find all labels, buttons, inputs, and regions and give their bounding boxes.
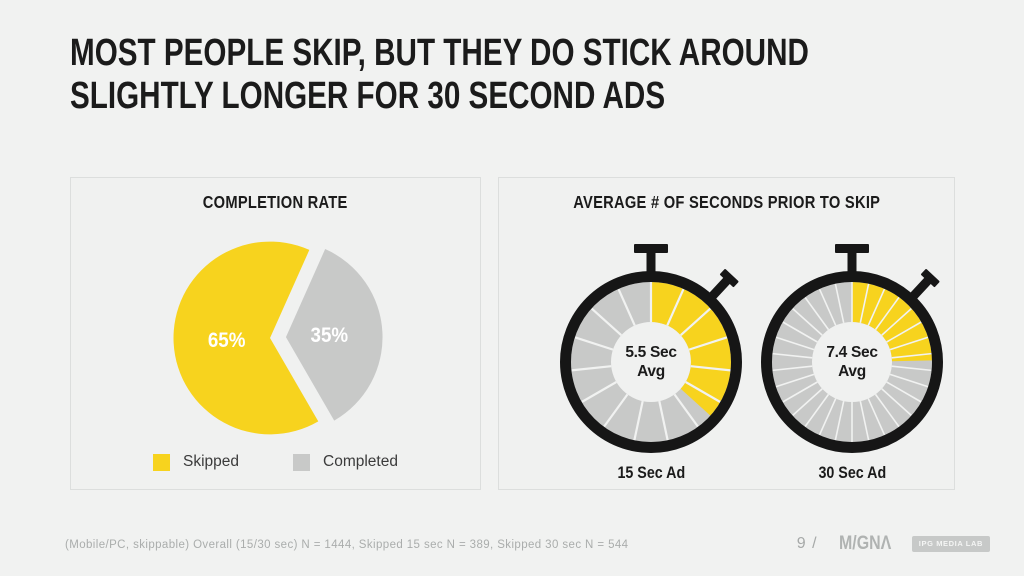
legend-item-completed: Completed — [293, 453, 398, 471]
title-line-1: MOST PEOPLE SKIP, BUT THEY DO STICK AROU… — [70, 32, 809, 74]
pie-data-label-completed: 35% — [311, 324, 349, 347]
seconds-prior-to-skip-panel: AVERAGE # OF SECONDS PRIOR TO SKIP 5.5 S… — [498, 177, 955, 490]
magna-logo: M/GNΛ — [838, 533, 891, 554]
pie-legend: Skipped Completed — [71, 453, 480, 471]
avg-seconds-label: 7.4 Sec — [826, 344, 878, 361]
segment-divider — [617, 288, 636, 326]
footnote: (Mobile/PC, skippable) Overall (15/30 se… — [65, 539, 629, 551]
segment-divider — [782, 381, 818, 403]
segment-divider — [574, 336, 614, 351]
pie-slice-completed — [285, 249, 383, 421]
segment-divider — [581, 381, 617, 403]
stopwatch-side-button — [908, 269, 940, 301]
segment-divider — [772, 365, 813, 372]
segment-divider — [772, 352, 813, 359]
ipg-media-lab-badge: IPG MEDIA LAB — [911, 536, 990, 552]
segment-divider — [834, 283, 845, 324]
segment-divider — [804, 296, 830, 331]
segment-divider — [688, 336, 728, 351]
segment-divider — [673, 393, 699, 428]
segment-divider — [590, 307, 623, 337]
segment-divider — [782, 321, 818, 343]
segment-divider — [889, 373, 929, 388]
segment-divider — [658, 400, 669, 441]
segment-divider — [874, 296, 900, 331]
segment-divider — [889, 336, 929, 351]
segment-divider — [804, 393, 830, 428]
segment-divider — [818, 288, 837, 326]
avg-seconds-label: 5.5 Sec — [625, 344, 677, 361]
completed-swatch — [293, 453, 311, 471]
segment-divider — [818, 398, 837, 436]
stopwatch-15sec-caption: 15 Sec Ad — [617, 463, 685, 482]
segment-divider — [690, 365, 731, 372]
segment-divider — [792, 307, 823, 336]
segment-divider — [891, 365, 932, 372]
segment-divider — [886, 381, 922, 403]
stopwatch-top-button-stem — [646, 251, 656, 277]
segment-divider — [881, 307, 912, 336]
legend-label-skipped: Skipped — [183, 453, 240, 470]
segment-divider — [867, 288, 886, 326]
title-line-2: SLIGHTLY LONGER FOR 30 SECOND ADS — [70, 75, 666, 117]
stopwatch-30sec-graphic: 7.4 Sec Avg — [761, 244, 943, 453]
stopwatch-top-button-cap — [634, 244, 668, 253]
stopwatch-ring — [560, 271, 742, 453]
completion-rate-panel: COMPLETION RATE 65% 35% Skipped Completed — [70, 177, 481, 490]
pie-slice-skipped — [173, 241, 319, 435]
segment-divider — [834, 400, 845, 441]
segment-divider — [859, 400, 870, 441]
slide-title: MOST PEOPLE SKIP, BUT THEY DO STICK AROU… — [70, 32, 1017, 118]
completion-rate-panel-title: COMPLETION RATE — [203, 192, 348, 212]
stopwatch-side-button — [707, 269, 739, 301]
segment-divider — [633, 400, 644, 441]
segment-divider — [775, 373, 815, 388]
segment-divider — [891, 352, 932, 359]
legend-label-completed: Completed — [323, 453, 398, 470]
seconds-panel-title: AVERAGE # OF SECONDS PRIOR TO SKIP — [573, 192, 880, 212]
segment-divider — [685, 381, 721, 403]
segment-divider — [679, 307, 712, 337]
stopwatch-ring — [761, 271, 943, 453]
segment-divider — [881, 388, 912, 417]
avg-sub-label: Avg — [838, 363, 866, 380]
segment-divider — [603, 393, 629, 428]
stopwatch-top-button-stem — [847, 251, 857, 277]
segment-divider — [859, 283, 870, 324]
brand-bar: 9 / M/GNΛ IPG MEDIA LAB — [797, 533, 990, 555]
segment-divider — [886, 321, 922, 343]
pie-data-label-skipped: 65% — [208, 329, 246, 352]
stopwatch-30sec: 7.4 Sec Avg 30 Sec Ad — [752, 218, 952, 483]
stopwatch-top-button-cap — [835, 244, 869, 253]
segment-divider — [792, 388, 823, 417]
skipped-swatch — [153, 453, 170, 471]
stopwatch-15sec: 5.5 Sec Avg 15 Sec Ad — [551, 218, 751, 483]
completion-pie-chart: 65% 35% — [173, 241, 383, 435]
segment-divider — [775, 336, 815, 351]
segment-divider — [867, 398, 886, 436]
legend-item-skipped: Skipped — [153, 453, 239, 471]
segment-divider — [666, 288, 685, 326]
segment-divider — [571, 365, 612, 372]
stopwatch-30sec-caption: 30 Sec Ad — [818, 463, 886, 482]
avg-sub-label: Avg — [637, 363, 665, 380]
page-number: 9 / — [796, 535, 818, 552]
segment-divider — [874, 393, 900, 428]
stopwatch-15sec-graphic: 5.5 Sec Avg — [560, 244, 742, 453]
